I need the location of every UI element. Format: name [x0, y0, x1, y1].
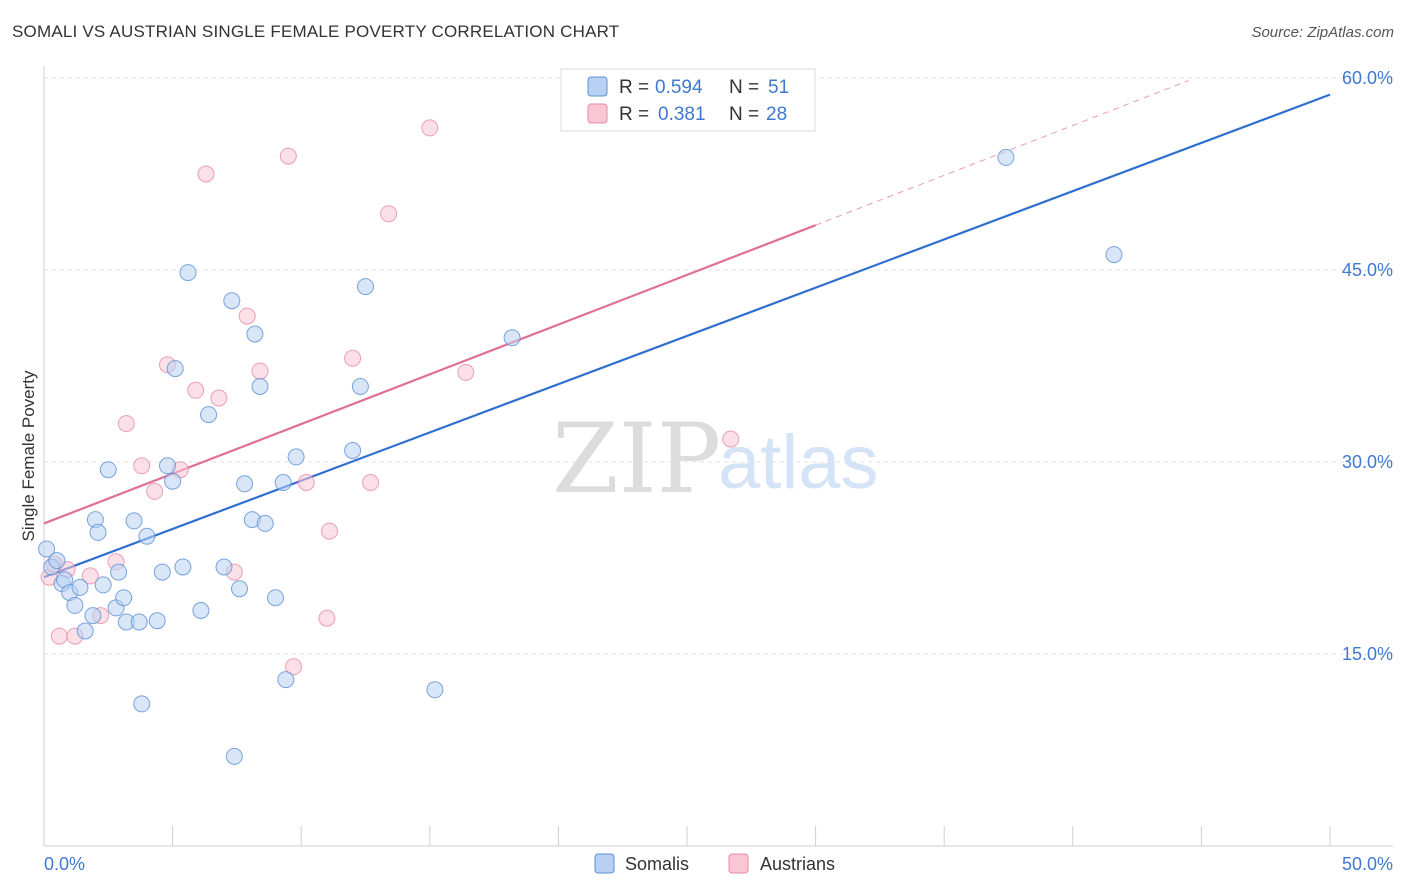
austrian-point [238, 307, 256, 325]
austrian-point [146, 482, 164, 500]
y-tick-label: 30.0% [1342, 452, 1393, 472]
somali-point [89, 523, 107, 541]
somali-point [159, 457, 176, 475]
austrian-point [81, 567, 99, 585]
somali-point [215, 558, 233, 576]
somali-point [344, 442, 362, 459]
somali-point [503, 329, 521, 347]
legend: R = 0.594 N = 51 R = 0.381 N = 28 [560, 68, 816, 132]
somali-point [251, 378, 269, 395]
austrian-point [344, 349, 362, 367]
legend-austrians-r-value: 0.381 [658, 104, 706, 125]
austrian-point [285, 658, 302, 676]
legend-somalis-n-label: N = [729, 77, 759, 98]
somali-point [357, 278, 374, 296]
somali-point [153, 563, 171, 581]
austrian-point [210, 389, 228, 407]
y-tick-label: 15.0% [1342, 644, 1393, 664]
bottom-legend-swatch-somalis [594, 853, 615, 874]
austrian-point [133, 457, 151, 475]
y-tick-labels: 15.0% 30.0% 45.0% 60.0% [1342, 68, 1393, 664]
chart-title: SOMALI VS AUSTRIAN SINGLE FEMALE POVERTY… [12, 22, 620, 41]
somali-point [166, 360, 184, 378]
legend-somalis-r-value: 0.594 [655, 77, 703, 98]
bottom-legend-somalis: Somalis [625, 854, 689, 874]
somali-point [138, 527, 156, 545]
somali-point [267, 589, 284, 607]
somali-point [1105, 246, 1123, 264]
somali-point [84, 607, 102, 625]
somali-point [99, 461, 117, 479]
y-tick-label: 60.0% [1342, 68, 1393, 88]
austrian-point [380, 205, 398, 223]
austrian-point [251, 362, 269, 380]
somali-point [94, 576, 112, 594]
somali-point [256, 514, 274, 532]
somali-point [38, 540, 56, 558]
somali-point [231, 580, 248, 598]
austrian-point [50, 627, 68, 645]
axes [43, 66, 1393, 847]
austrian-point [117, 415, 135, 433]
somali-point [66, 596, 84, 614]
somali-point [997, 148, 1015, 166]
somali-point [200, 406, 218, 424]
somali-trend-line [43, 93, 1331, 579]
somali-point [76, 622, 94, 640]
source-credit: Source: ZipAtlas.com [1251, 24, 1394, 41]
grid-lines [44, 77, 1393, 655]
somali-point [148, 612, 166, 630]
legend-swatch-somalis [587, 76, 608, 97]
somali-point [48, 552, 66, 570]
data-points [38, 119, 1123, 765]
austrian-point [362, 474, 380, 491]
legend-austrians-n-label: N = [729, 104, 759, 125]
bottom-legend-austrians: Austrians [760, 854, 835, 874]
austrian-point [321, 522, 338, 540]
bottom-legend-swatch-austrians [728, 853, 749, 874]
somali-point [174, 558, 192, 576]
somali-point [130, 613, 148, 631]
legend-swatch-austrians [587, 103, 608, 124]
somali-point [287, 448, 305, 466]
austrian-point [457, 363, 475, 381]
somali-point [351, 378, 369, 395]
legend-austrians-r-label: R = [619, 104, 649, 125]
watermark-zip: ZIP [552, 403, 721, 515]
somali-point [179, 264, 197, 282]
legend-somalis-r-label: R = [619, 77, 649, 98]
y-tick-label: 45.0% [1342, 260, 1393, 280]
austrian-point [297, 474, 315, 491]
somali-point [426, 681, 444, 699]
somali-point [192, 602, 210, 619]
somali-point [115, 589, 133, 607]
bottom-legend: Somalis Austrians [594, 853, 835, 874]
watermark-atlas: atlas [718, 420, 879, 505]
somali-point [274, 474, 292, 491]
austrian-point [318, 609, 336, 627]
legend-somalis-n-value: 51 [768, 77, 789, 98]
somali-point [246, 325, 264, 343]
watermark: ZIP atlas [552, 403, 879, 515]
somali-point [71, 578, 89, 596]
legend-austrians-n-value: 28 [766, 104, 787, 125]
somali-point [110, 563, 128, 581]
somali-point [277, 671, 295, 689]
austrian-point [279, 147, 297, 165]
austrian-point [187, 381, 205, 399]
austrian-point [197, 165, 215, 183]
somali-point [236, 475, 254, 493]
somali-point [223, 292, 241, 310]
y-axis-title: Single Female Poverty [19, 370, 38, 542]
x-tick-label-max: 50.0% [1342, 854, 1393, 874]
austrian-point [421, 119, 439, 137]
somali-point [225, 747, 243, 765]
austrian-point [722, 430, 740, 448]
x-tick-label-min: 0.0% [44, 854, 85, 874]
somali-point [125, 512, 143, 530]
somali-point [164, 472, 182, 490]
somali-point [133, 695, 151, 713]
